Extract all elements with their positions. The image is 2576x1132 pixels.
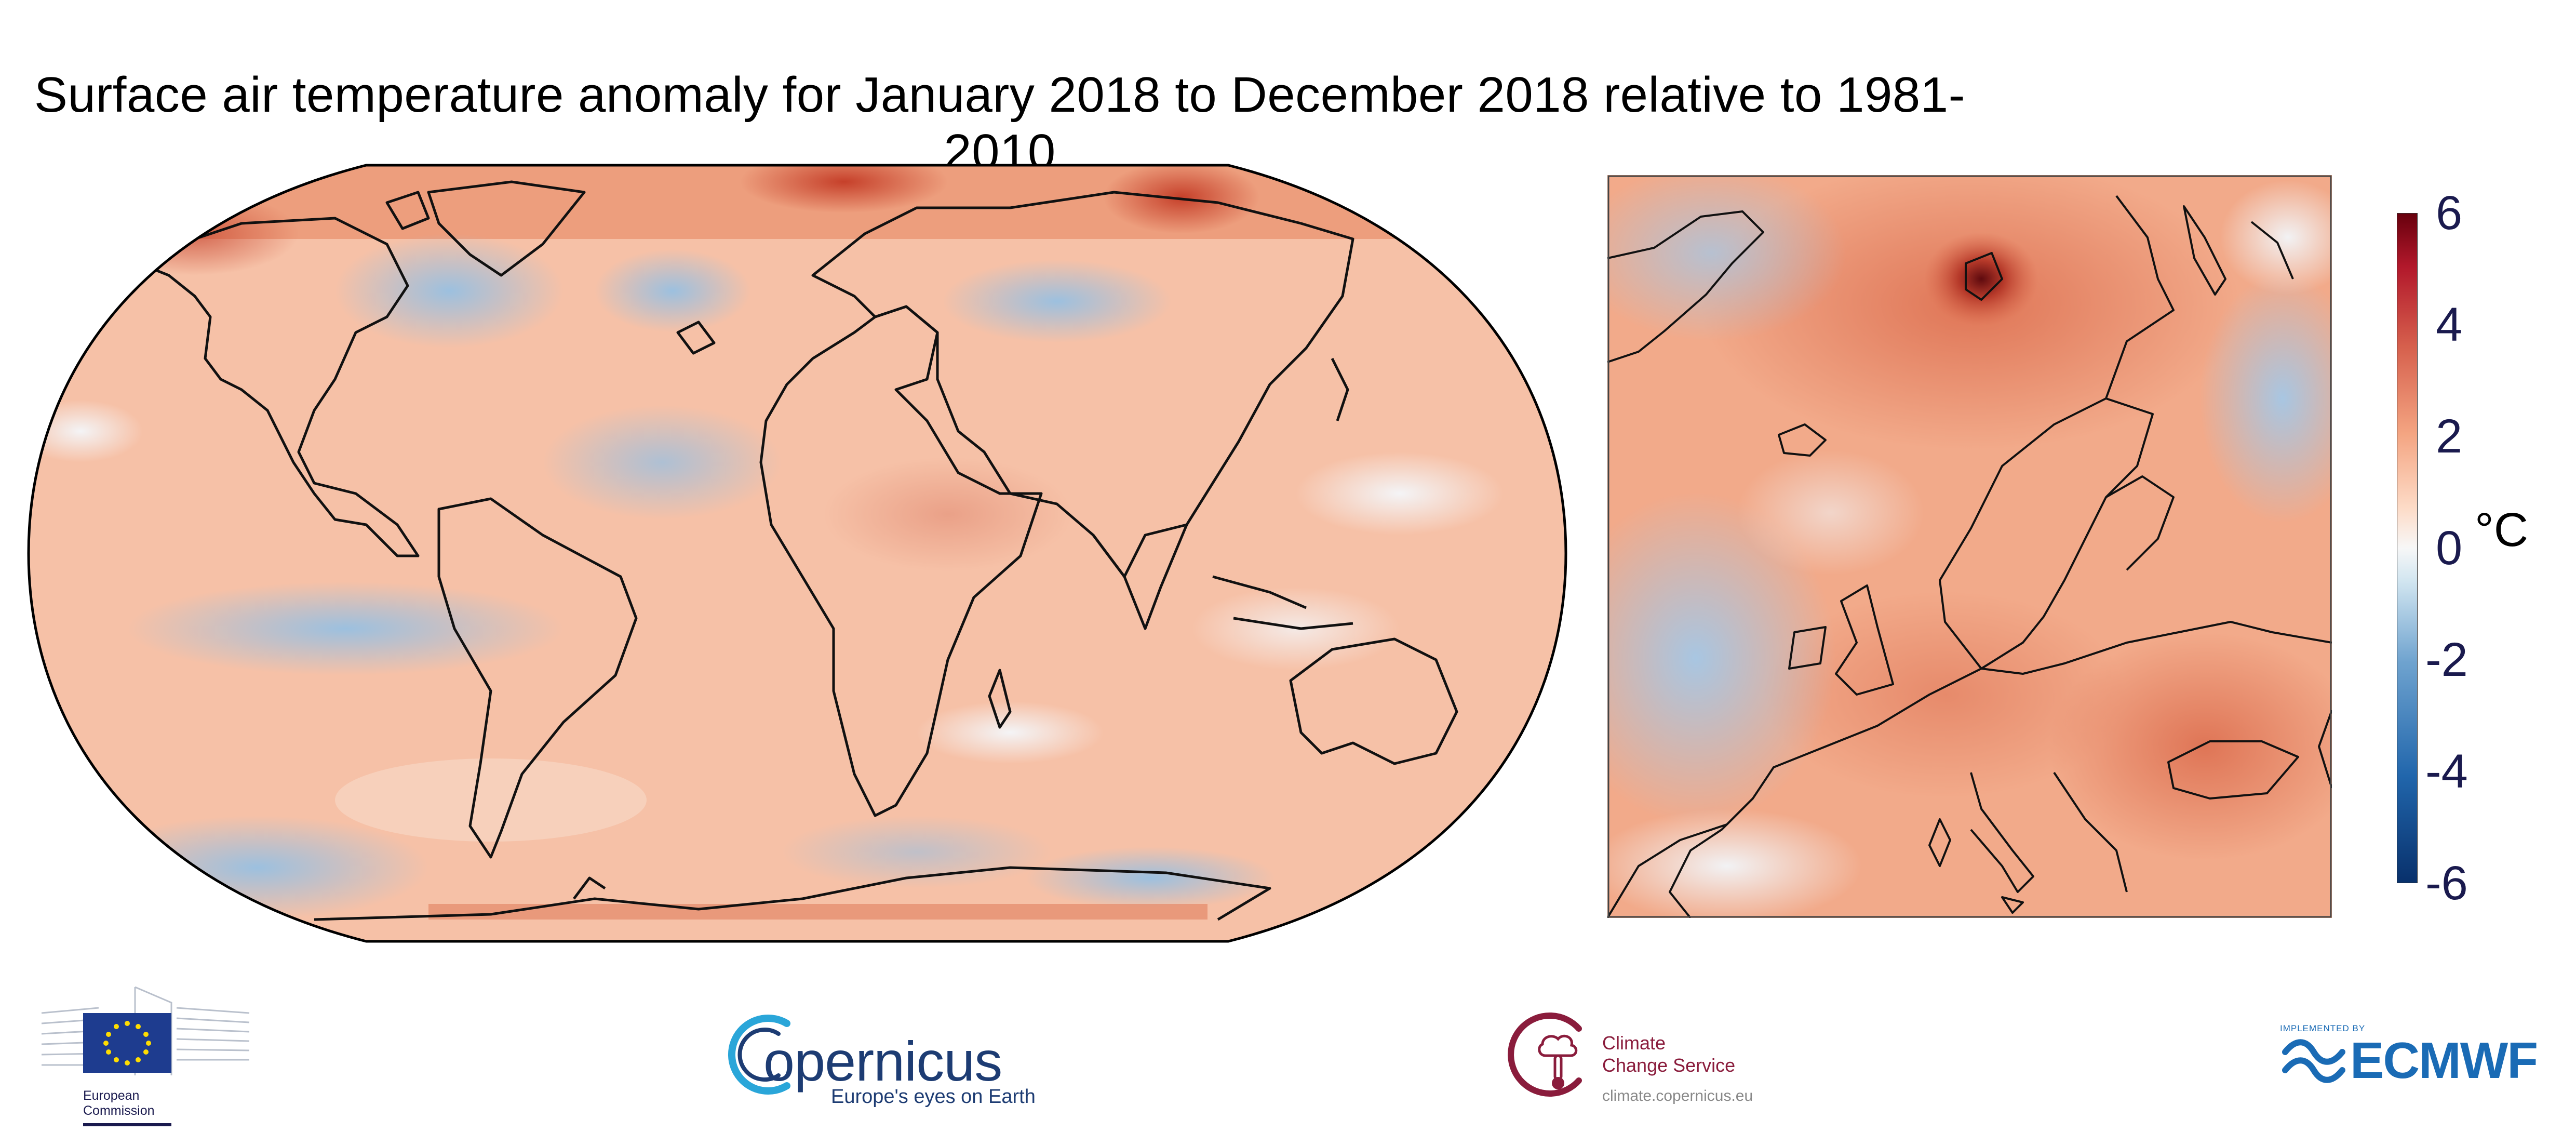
copernicus-tagline: Europe's eyes on Earth [831, 1086, 1036, 1108]
copernicus-wordmark: opernicus [763, 1030, 1002, 1093]
copernicus-c-icon [728, 1015, 790, 1095]
colorbar-tick-label: 2 [2436, 410, 2463, 463]
global-anomaly-map [27, 164, 1567, 943]
ecmwf-wordmark: ECMWF [2350, 1032, 2538, 1089]
ecmwf-wave-icon [2282, 1039, 2345, 1083]
temperature-colorbar [2397, 213, 2418, 883]
europe-anomaly-map [1607, 175, 2332, 918]
map-title: Surface air temperature anomaly for Janu… [34, 67, 1966, 180]
colorbar-tick-label: 0 [2436, 522, 2463, 575]
colorbar-tick-label: 4 [2436, 298, 2463, 351]
colorbar-tick-label: -2 [2425, 633, 2468, 686]
c3s-thermometer-icon [1508, 1013, 1582, 1097]
colorbar-tick-label: -6 [2425, 857, 2468, 910]
colorbar-unit: °C [2475, 503, 2529, 556]
ec-underline [83, 1123, 171, 1126]
c3s-url: climate.copernicus.eu [1602, 1087, 1753, 1104]
colorbar-tick-label: -4 [2425, 745, 2468, 798]
european-commission-logo [41, 986, 250, 1075]
ecmwf-implemented-by: IMPLEMENTED BY [2280, 1023, 2366, 1033]
colorbar-tick-label: 6 [2436, 187, 2463, 239]
european-commission-label: European Commission [83, 1088, 155, 1118]
c3s-name: Climate Change Service [1602, 1032, 1736, 1076]
